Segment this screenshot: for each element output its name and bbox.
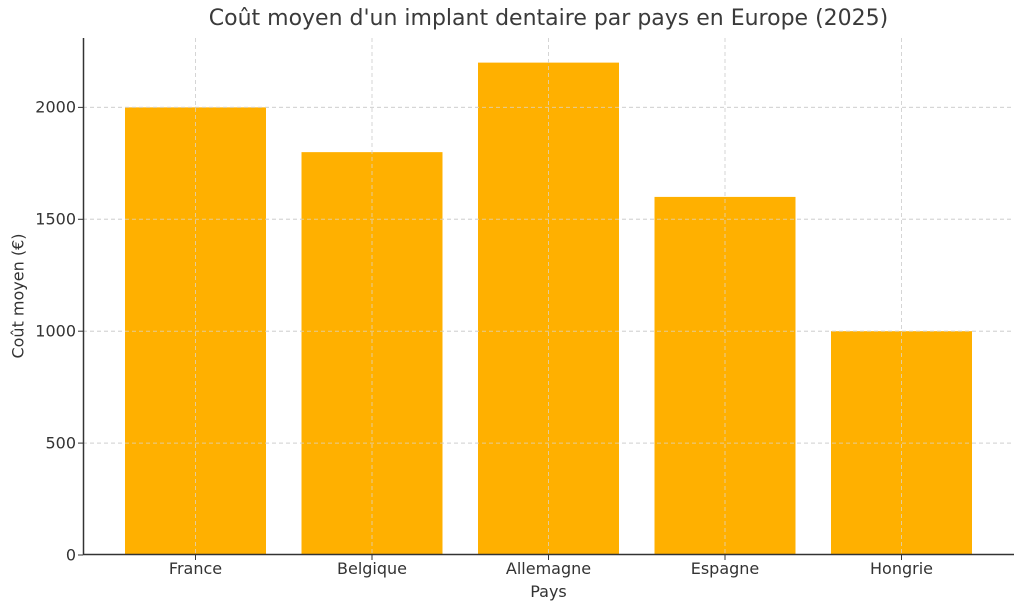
y-axis-label: Coût moyen (€) [8,233,28,359]
y-tick-label: 500 [45,433,76,453]
x-tick-label: Belgique [336,559,408,578]
y-tick-label: 1500 [35,209,76,229]
x-tick-label: Hongrie [870,559,933,578]
x-axis-label: Pays [530,582,567,601]
x-tick-label: France [168,559,223,578]
plot-area [78,38,1014,560]
y-tick-label: 2000 [35,97,76,117]
y-tick-label: 0 [65,545,76,565]
y-tick-label: 1000 [35,321,76,341]
chart-title: Coût moyen d'un implant dentaire par pay… [208,6,889,31]
x-tick-label: Espagne [690,559,760,578]
x-tick-label: Allemagne [505,559,592,578]
